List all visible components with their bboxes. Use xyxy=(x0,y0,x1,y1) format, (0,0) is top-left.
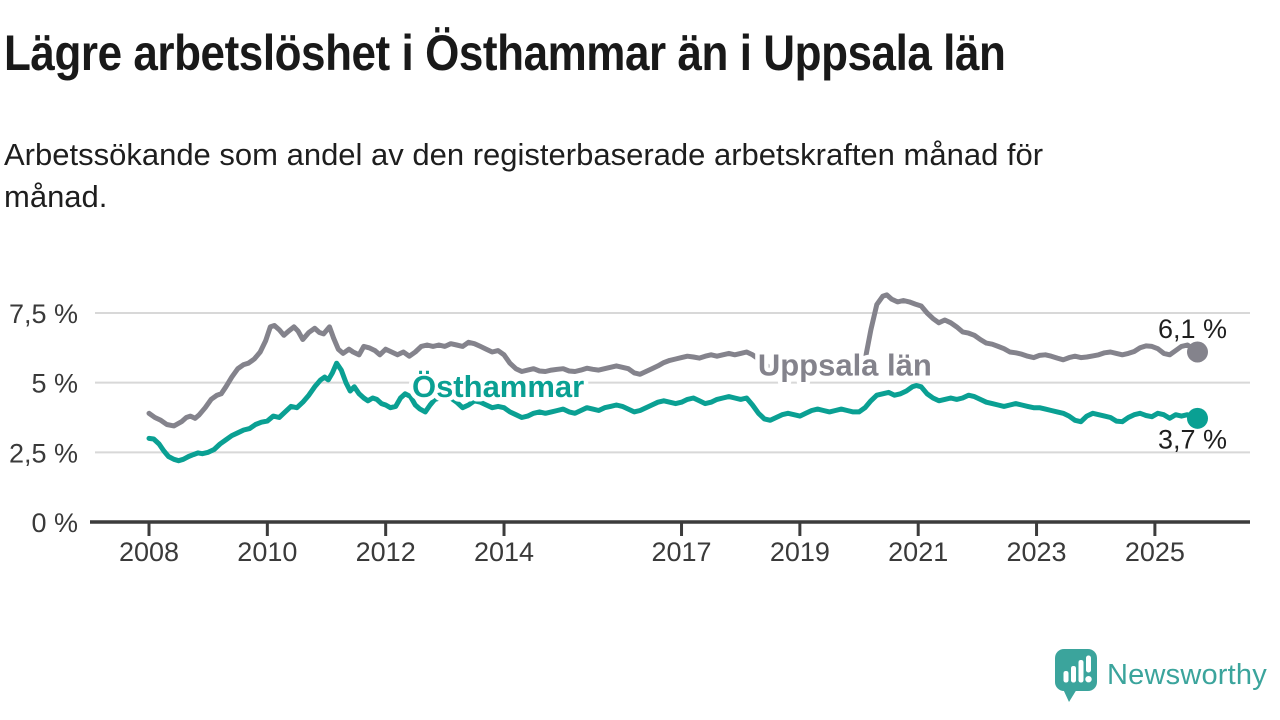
x-axis-label: 2021 xyxy=(888,537,948,567)
series-end-value-uppsala-lan: 6,1 % xyxy=(1158,314,1227,344)
series-line-uppsala-lan xyxy=(146,292,1200,429)
x-axis-label: 2012 xyxy=(356,537,416,567)
x-axis-label: 2023 xyxy=(1007,537,1067,567)
subtitle-line-1: Arbetssökande som andel av den registerb… xyxy=(4,137,1044,172)
x-axis-label: 2010 xyxy=(237,537,297,567)
newsworthy-logo-text: Newsworthy xyxy=(1107,659,1267,691)
x-axis-label: 2008 xyxy=(119,537,179,567)
series-end-value-osthammar: 3,7 % xyxy=(1158,424,1227,454)
series-end-dot-uppsala-lan xyxy=(1186,341,1208,363)
series-label-osthammar: Östhammar xyxy=(412,369,584,404)
y-axis-label: 2,5 % xyxy=(9,438,78,468)
gridlines xyxy=(95,311,1250,454)
x-axis-labels: 2008 2010 2012 2014 2017 2019 2021 2023 2025 xyxy=(119,537,1185,567)
x-axis-label: 2019 xyxy=(770,537,830,567)
series-end-dot-osthammar xyxy=(1186,407,1208,429)
newsworthy-branding: Newsworthy xyxy=(1055,649,1267,702)
subtitle-line-2: månad. xyxy=(4,179,108,214)
x-axis-label: 2014 xyxy=(474,537,534,567)
chart-subtitle: Arbetssökande som andel av den registerb… xyxy=(4,134,1043,218)
newsworthy-chart-bubble-icon xyxy=(1055,649,1097,702)
x-axis-ticks xyxy=(147,522,1157,536)
x-axis-label: 2017 xyxy=(651,537,711,567)
y-axis-label: 7,5 % xyxy=(9,299,78,329)
x-axis-label: 2025 xyxy=(1125,537,1185,567)
y-axis-label: 5 % xyxy=(31,369,78,399)
page-title: Lägre arbetslöshet i Östhammar än i Upps… xyxy=(4,25,1006,81)
series-label-uppsala-lan: Uppsala län xyxy=(758,347,932,382)
y-axis-labels: 0 % 2,5 % 5 % 7,5 % xyxy=(9,299,78,538)
series-line-osthammar xyxy=(146,360,1200,464)
y-axis-label: 0 % xyxy=(31,508,78,538)
